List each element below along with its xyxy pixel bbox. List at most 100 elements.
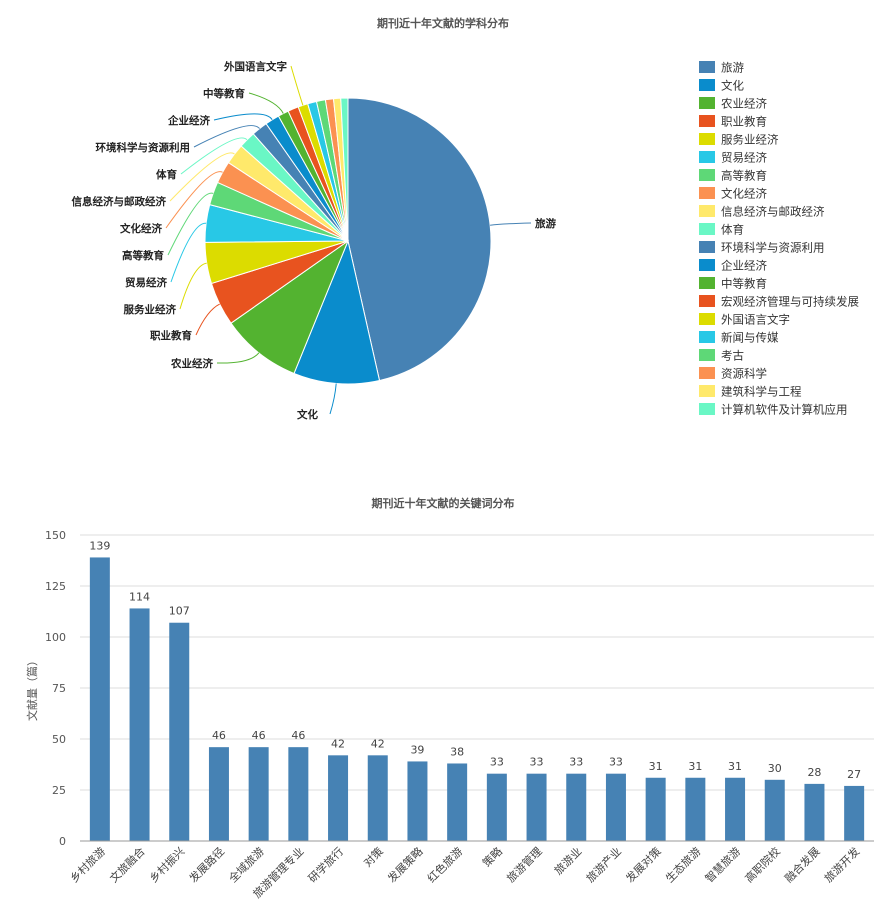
bar (526, 773, 547, 841)
y-tick-label: 125 (45, 580, 66, 593)
pie-leader-line (290, 65, 304, 106)
x-category-label: 策略 (480, 844, 505, 869)
bar (328, 755, 349, 841)
legend-item[interactable]: 考古 (699, 349, 744, 363)
bar-value-label: 31 (728, 760, 742, 773)
bar (605, 773, 626, 841)
legend-swatch (699, 61, 715, 73)
legend-item[interactable]: 信息经济与邮政经济 (699, 205, 825, 219)
x-category-label: 旅游开发 (821, 844, 862, 885)
bar-value-label: 42 (331, 737, 345, 750)
y-tick-label: 100 (45, 631, 66, 644)
legend-item[interactable]: 旅游 (699, 61, 744, 75)
pie-leader-line (248, 92, 284, 114)
x-category-label: 发展对策 (623, 844, 664, 885)
x-category-label: 文旅融合 (107, 844, 148, 885)
bars (89, 557, 865, 841)
x-category-label: 研学旅行 (305, 844, 346, 885)
y-tick-label: 75 (52, 682, 66, 695)
legend-item[interactable]: 外国语言文字 (699, 313, 790, 327)
pie-slice-label: 外国语言文字 (223, 60, 287, 73)
legend-item[interactable]: 宏观经济管理与可持续发展 (699, 295, 859, 309)
bar-value-labels: 139 114 107 46 46 46 42 42 39 38 33 33 33 33 31 31 31 30 2… (89, 539, 861, 780)
legend-item[interactable]: 新闻与传媒 (699, 331, 779, 345)
legend-label: 高等教育 (721, 169, 767, 183)
pie-leader-line (170, 222, 207, 283)
pie-slice-label: 服务业经济 (124, 303, 177, 316)
pie-slice-label: 旅游 (535, 217, 556, 230)
pie-slice-label: 文化经济 (119, 222, 162, 235)
pie-leader-line (216, 352, 260, 364)
pie-slice-label: 高等教育 (122, 249, 164, 262)
legend-item[interactable]: 职业教育 (699, 115, 767, 129)
pie-slice-label: 农业经济 (170, 357, 213, 370)
legend-item[interactable]: 企业经济 (699, 259, 767, 273)
bar (804, 783, 825, 841)
pie-slice-label: 职业教育 (150, 329, 192, 342)
bar (725, 777, 746, 841)
bar-value-label: 39 (410, 743, 424, 756)
pie-chart-title: 期刊近十年文献的学科分布 (377, 16, 509, 30)
bar-value-label: 107 (169, 605, 190, 618)
legend-item[interactable]: 文化经济 (699, 187, 767, 201)
legend-label: 计算机软件及计算机应用 (721, 403, 848, 417)
pie-legend: 旅游文化农业经济职业教育服务业经济贸易经济高等教育文化经济信息经济与邮政经济体育… (699, 61, 859, 417)
bar-value-label: 30 (768, 762, 782, 775)
pie-slice-label: 环境科学与资源利用 (96, 141, 191, 154)
x-category-label: 发展路径 (186, 844, 227, 885)
legend-label: 中等教育 (721, 277, 767, 291)
legend-swatch (699, 169, 715, 181)
bar (288, 747, 309, 841)
legend-swatch (699, 313, 715, 325)
x-category-label: 旅游业 (551, 844, 584, 877)
x-category-label: 对策 (360, 844, 385, 869)
legend-label: 服务业经济 (721, 133, 779, 147)
legend-swatch (699, 385, 715, 397)
legend-item[interactable]: 高等教育 (699, 169, 767, 183)
pie-leader-line (179, 262, 207, 310)
x-category-label: 旅游产业 (583, 844, 624, 885)
legend-item[interactable]: 中等教育 (699, 277, 767, 291)
bar (129, 608, 150, 841)
bar-value-label: 33 (530, 756, 544, 769)
legend-label: 文化 (721, 79, 744, 93)
bar (367, 755, 388, 841)
bar-value-label: 42 (371, 737, 385, 750)
pie-leader-line (167, 192, 214, 256)
bar-value-label: 33 (609, 756, 623, 769)
bar-value-label: 27 (847, 768, 861, 781)
legend-item[interactable]: 体育 (699, 223, 744, 237)
pie-leader-line (169, 152, 235, 202)
bar-value-label: 33 (490, 756, 504, 769)
bar (645, 777, 666, 841)
legend-item[interactable]: 资源科学 (699, 367, 767, 381)
pie-slice (340, 97, 349, 242)
legend-item[interactable]: 服务业经济 (699, 133, 779, 147)
legend-label: 体育 (721, 223, 744, 237)
bar-value-label: 139 (89, 539, 110, 552)
legend-label: 企业经济 (721, 259, 767, 273)
legend-item[interactable]: 农业经济 (699, 97, 767, 111)
legend-swatch (699, 205, 715, 217)
bar-value-label: 28 (807, 766, 821, 779)
y-tick-label: 50 (52, 733, 66, 746)
legend-swatch (699, 241, 715, 253)
bar (248, 747, 269, 841)
legend-label: 职业教育 (721, 115, 767, 129)
x-category-label: 生态旅游 (662, 844, 703, 885)
bar (208, 747, 229, 841)
legend-item[interactable]: 文化 (699, 79, 744, 93)
legend-swatch (699, 277, 715, 289)
pie-leader-line (193, 125, 260, 148)
y-axis-title: 文献量（篇） (25, 655, 39, 721)
legend-item[interactable]: 贸易经济 (699, 151, 767, 165)
bar (447, 763, 468, 841)
legend-item[interactable]: 计算机软件及计算机应用 (699, 403, 848, 417)
legend-item[interactable]: 建筑科学与工程 (699, 385, 802, 399)
legend-item[interactable]: 环境科学与资源利用 (699, 241, 825, 255)
legend-swatch (699, 331, 715, 343)
legend-swatch (699, 115, 715, 127)
pie-leader-line (180, 137, 248, 175)
x-category-label: 高职院校 (742, 844, 783, 885)
